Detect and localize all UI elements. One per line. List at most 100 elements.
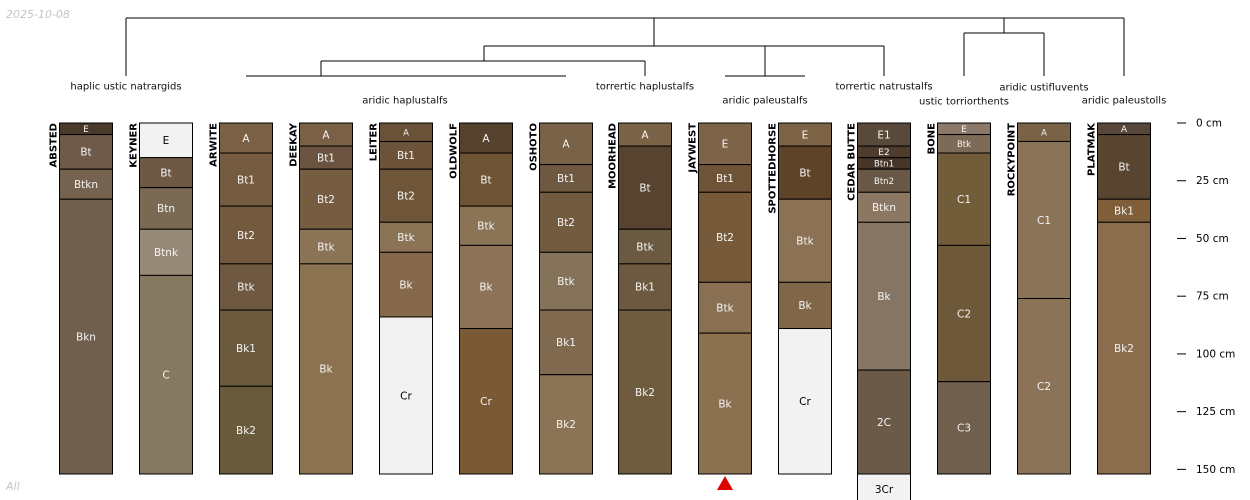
date-stamp: 2025-10-08 xyxy=(6,8,70,21)
group-label: aridic haplustalfs xyxy=(362,96,448,107)
horizon-label: Cr xyxy=(400,390,412,402)
horizon-label: C xyxy=(162,369,169,381)
horizon-label: Bt2 xyxy=(317,194,335,206)
profile-name: JAYWEST xyxy=(688,123,699,174)
horizon-label: E1 xyxy=(877,129,890,141)
horizon-label: Btn xyxy=(157,203,175,215)
profile-name: CEDAR BUTTE xyxy=(847,123,858,201)
horizon-label: E2 xyxy=(878,148,889,158)
horizon xyxy=(379,168,433,223)
horizon xyxy=(219,263,273,311)
soil-profile: SPOTTEDHORSE E Bt Btk Bk Cr xyxy=(768,122,832,475)
soil-profile: JAYWEST E Bt1 Bt2 Btk Bk xyxy=(688,122,752,475)
horizon xyxy=(778,145,832,200)
horizon xyxy=(698,332,752,475)
horizon-label: Btk xyxy=(716,303,734,315)
depth-tick-label: 125 cm xyxy=(1196,406,1235,418)
horizon-label: Btk xyxy=(477,221,495,233)
horizon-label: Bt1 xyxy=(397,150,415,162)
horizon-label: Bk xyxy=(399,279,413,291)
soil-profile: OSHOTO A Bt1 Bt2 Btk Bk1 Bk2 xyxy=(529,122,593,475)
soil-profile: PLATMAK A Bt Bk1 Bk2 xyxy=(1087,122,1151,475)
horizon-label: Btnk xyxy=(154,247,179,259)
horizon-label: Bt xyxy=(1118,162,1129,174)
profile-name: ROCKYPOINT xyxy=(1007,123,1018,196)
horizon-label: 3Cr xyxy=(875,484,894,496)
group-label: aridic paleustalfs xyxy=(722,96,807,107)
horizon xyxy=(857,221,911,371)
horizon-label: Bt1 xyxy=(557,173,575,185)
horizon xyxy=(219,122,273,154)
horizon-label: Bt1 xyxy=(317,152,335,164)
horizon-label: Btkn xyxy=(872,202,896,214)
depth-tick-label: 25 cm xyxy=(1196,175,1229,187)
horizon-label: E xyxy=(83,125,89,135)
depth-axis: 0 cm 25 cm 50 cm 75 cm 100 cm 125 cm 150 cm xyxy=(1177,118,1235,476)
group-label: aridic ustifluvents xyxy=(999,83,1088,94)
soil-profile: BONE E Btk C1 C2 C3 xyxy=(927,122,991,475)
horizon-label: Bk2 xyxy=(635,387,655,399)
horizon-label: Btk xyxy=(636,241,654,253)
horizon-label: C1 xyxy=(957,194,971,206)
horizon-label: Btkn xyxy=(74,179,98,191)
group-label: torrertic haplustalfs xyxy=(596,82,694,93)
horizon xyxy=(1017,298,1071,475)
horizon-label: E xyxy=(163,135,170,147)
soil-profile: MOORHEAD A Bt Btk Bk1 Bk2 xyxy=(608,122,672,475)
horizon-label: Bt2 xyxy=(716,232,734,244)
profile-name: LEITER xyxy=(369,123,380,162)
horizon xyxy=(459,328,513,475)
soil-profile: ROCKYPOINT A C1 C2 xyxy=(1007,122,1071,475)
soil-profile: DEEKAY A Bt1 Bt2 Btk Bk xyxy=(289,122,353,475)
horizon xyxy=(59,198,113,475)
horizon-label: C3 xyxy=(957,423,971,435)
soil-profile: KEYNER E Bt Btn Btnk C xyxy=(129,122,193,475)
horizon-label: Btk xyxy=(317,241,335,253)
profile-name: OSHOTO xyxy=(529,123,540,171)
horizon-label: Bt xyxy=(639,182,650,194)
horizon-label: Bt xyxy=(799,167,810,179)
horizon xyxy=(299,263,353,475)
horizon xyxy=(539,122,593,166)
horizon-label: A xyxy=(482,133,490,145)
horizon xyxy=(219,309,273,387)
taxonomic-group-labels: haplic ustic natrargids aridic haplustal… xyxy=(70,82,1166,108)
horizon-label: A xyxy=(242,133,250,145)
depth-tick-label: 0 cm xyxy=(1196,118,1222,130)
horizon xyxy=(219,205,273,265)
horizon-label: Bt xyxy=(80,147,91,159)
depth-tick-label: 100 cm xyxy=(1196,348,1235,360)
horizon-label: Bk xyxy=(319,364,333,376)
horizon xyxy=(937,381,991,475)
soil-profile: LEITER A Bt1 Bt2 Btk Bk Cr xyxy=(369,122,433,475)
horizon xyxy=(219,385,273,475)
horizon-label: Bt xyxy=(160,167,171,179)
profile-name: ABSTED xyxy=(49,123,60,168)
horizon-label: Cr xyxy=(480,396,492,408)
group-label: aridic paleustolls xyxy=(1082,96,1167,107)
horizon-label: Btn2 xyxy=(874,177,894,187)
horizon xyxy=(379,251,433,318)
horizon-label: Bt2 xyxy=(557,217,575,229)
horizon xyxy=(459,122,513,154)
horizon-label: Bk xyxy=(798,300,812,312)
horizon xyxy=(459,152,513,207)
profile-name: DEEKAY xyxy=(289,122,300,166)
horizon xyxy=(618,309,672,475)
horizon xyxy=(937,152,991,246)
horizon-label: A xyxy=(641,129,649,141)
horizon xyxy=(299,168,353,230)
horizon xyxy=(698,191,752,283)
horizon-label: Btk xyxy=(957,140,971,150)
horizon-label: E xyxy=(802,129,809,141)
horizon xyxy=(219,152,273,207)
profile-name: BONE xyxy=(927,123,938,154)
depth-tick-label: 150 cm xyxy=(1196,464,1235,476)
horizon xyxy=(139,157,193,189)
horizon xyxy=(539,251,593,311)
horizon xyxy=(139,274,193,475)
horizon-label: A xyxy=(322,129,330,141)
horizon-label: Bt2 xyxy=(397,191,415,203)
